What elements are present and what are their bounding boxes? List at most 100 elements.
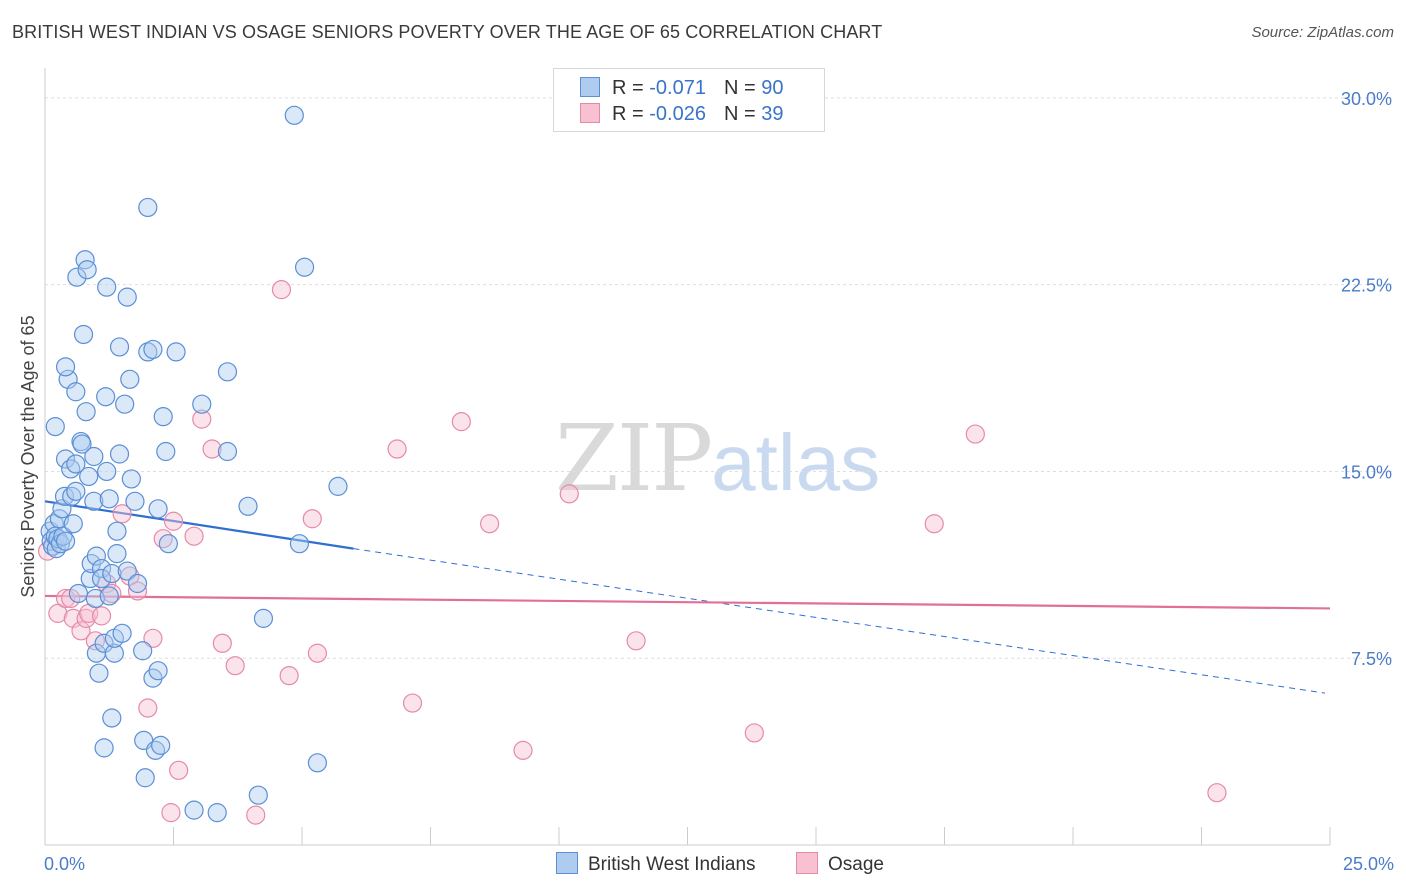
british-point	[86, 546, 107, 566]
british-point	[217, 362, 238, 382]
british-r-value: -0.071	[649, 77, 706, 99]
british-point	[84, 446, 104, 467]
british-point	[112, 623, 132, 643]
british-point	[68, 583, 89, 604]
british-point	[166, 342, 186, 362]
british-point	[156, 441, 176, 462]
bottom-legend-osage: Osage	[796, 852, 884, 876]
british-point	[50, 534, 71, 554]
osage-point	[212, 633, 232, 653]
british-point	[96, 387, 116, 407]
legend-row-osage: R = -0.026 N = 39	[580, 103, 783, 129]
osage-trend-line	[44, 594, 1331, 610]
british-point	[97, 461, 117, 482]
osage-r-value: -0.026	[649, 103, 706, 125]
british-point	[151, 735, 171, 755]
british-point	[117, 561, 137, 581]
osage-point	[143, 628, 163, 648]
british-point	[77, 260, 97, 280]
british-point	[66, 382, 86, 402]
british-point	[284, 105, 304, 125]
osage-n-value: 39	[761, 103, 784, 125]
british-point	[143, 339, 163, 360]
osage-point	[169, 760, 189, 780]
british-point	[307, 753, 328, 773]
british-trend-extension	[353, 548, 1325, 694]
british-point	[72, 434, 92, 454]
british-point	[55, 357, 76, 377]
british-point	[89, 663, 109, 683]
source-note: Source: ZipAtlas.com	[1251, 24, 1394, 41]
osage-point	[513, 740, 533, 760]
osage-point	[307, 643, 328, 663]
british-point	[66, 454, 86, 474]
british-n-label: N =	[723, 77, 762, 99]
gridlines	[45, 97, 1392, 659]
british-point	[94, 633, 114, 653]
osage-point	[202, 439, 222, 459]
y-tick-label: 30.0%	[1341, 89, 1392, 109]
british-point	[102, 708, 122, 728]
osage-point	[163, 511, 184, 531]
british-point	[121, 469, 141, 489]
british-point	[91, 558, 112, 579]
watermark-zip: ZIP	[555, 405, 713, 512]
british-point	[48, 529, 68, 549]
british-point	[66, 481, 86, 501]
british-trend-line	[44, 500, 354, 550]
osage-point	[91, 606, 112, 626]
bottom-legend-british: British West Indians	[556, 852, 756, 876]
british-point	[289, 534, 310, 554]
osage-point	[626, 631, 646, 651]
x-tick-label-max: 25.0%	[1343, 854, 1394, 874]
british-point	[102, 563, 122, 584]
british-point	[99, 489, 119, 509]
osage-n-label: N =	[723, 103, 762, 125]
osage-point	[924, 514, 944, 534]
osage-point	[744, 723, 764, 743]
osage-point	[387, 439, 407, 459]
osage-point	[451, 412, 471, 432]
legend-row-british: R = -0.071 N = 90	[580, 77, 783, 103]
british-point	[184, 800, 204, 820]
watermark-atlas: atlas	[711, 418, 881, 507]
osage-point	[112, 504, 132, 524]
trend-lines	[44, 500, 1331, 694]
y-tick-label: 15.0%	[1341, 462, 1392, 482]
british-point	[67, 267, 87, 287]
osage-point	[161, 803, 181, 823]
bottom-british-label: British West Indians	[588, 854, 756, 875]
chart-title: BRITISH WEST INDIAN VS OSAGE SENIORS POV…	[12, 22, 883, 42]
y-tick-label: 7.5%	[1351, 649, 1392, 669]
osage-point	[480, 514, 500, 534]
british-point	[55, 531, 76, 551]
osage-point	[279, 666, 299, 686]
british-point	[107, 521, 127, 541]
osage-point	[192, 409, 212, 429]
osage-point	[1207, 783, 1227, 803]
osage-point	[225, 656, 245, 676]
british-point	[127, 573, 148, 594]
british-point	[133, 641, 153, 661]
osage-point	[271, 280, 292, 300]
british-point	[55, 449, 76, 469]
bottom-osage-label: Osage	[828, 854, 884, 875]
british-point	[138, 342, 158, 362]
stats-legend: R = -0.071 N = 90 R = -0.026 N = 39	[553, 68, 825, 132]
british-point	[207, 803, 227, 823]
x-tick-label-min: 0.0%	[44, 854, 85, 874]
axes	[44, 68, 1331, 846]
british-point	[53, 526, 73, 546]
british-point	[148, 499, 168, 519]
osage-point	[48, 603, 68, 623]
osage-r-label: R =	[612, 103, 650, 125]
british-point	[153, 407, 173, 427]
british-point	[84, 491, 104, 511]
british-point	[148, 661, 168, 681]
british-point	[45, 417, 65, 437]
british-point	[294, 257, 315, 277]
y-tick-label: 22.5%	[1341, 276, 1392, 296]
osage-point	[559, 484, 579, 504]
british-point	[73, 324, 94, 345]
